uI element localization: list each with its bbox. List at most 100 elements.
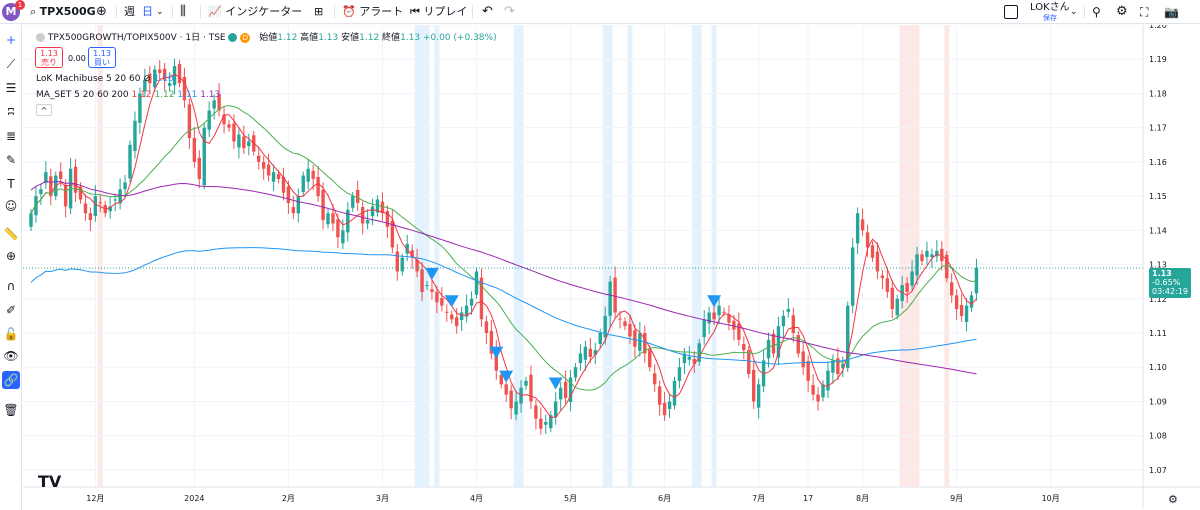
spread-value: 0.00 (68, 54, 86, 63)
price-chart[interactable]: 1.201.191.181.171.161.151.141.131.121.11… (23, 25, 1200, 510)
x-tick-label: 12月 (86, 494, 104, 503)
alert-button[interactable]: ⏰ アラート (342, 3, 403, 21)
save-layout-button[interactable]: LOKさん 保存 (1030, 2, 1070, 24)
candle-body (128, 144, 132, 179)
indicators-icon: 📈 (208, 5, 222, 18)
candle-body (227, 124, 231, 128)
quick-search-icon[interactable]: ⚲ (1092, 5, 1101, 19)
emoji-icon[interactable]: ☺ (4, 199, 18, 213)
legend-main: TPX500GROWTH/TOPIX500V · 1日 · TSE D 始値1.… (36, 30, 497, 43)
buy-button[interactable]: 1.13 買い (88, 47, 116, 68)
candle-body (836, 358, 840, 375)
eye-icon[interactable]: 👁 (3, 349, 19, 363)
candle-body (321, 189, 325, 221)
interval-week-button[interactable]: 週 (124, 5, 135, 18)
compare-symbol-button[interactable]: ⊕ (96, 4, 107, 19)
candle-body (435, 291, 439, 303)
candle-body (172, 66, 177, 86)
ruler-icon[interactable]: 📏 (3, 227, 19, 241)
search-icon: ⌕ (30, 5, 37, 18)
candle-type-icon[interactable]: ⫼ (180, 4, 186, 19)
pencil-lock-icon[interactable]: ✐ (5, 303, 17, 317)
candle-body (841, 363, 845, 368)
legend-title: TPX500GROWTH/TOPIX500V · 1日 · TSE (47, 33, 226, 43)
candle-body (489, 330, 494, 354)
candle-body (341, 230, 345, 244)
candle-body (534, 405, 538, 419)
legend-indicator-machibuse[interactable]: LoK Machibuse 5 20 60 ⊘ 1.10 (36, 74, 174, 84)
candle-body (380, 201, 385, 214)
camera-icon[interactable]: 📷 (1164, 5, 1179, 19)
candle-body (618, 318, 622, 320)
layout-templates-icon[interactable]: ⊞ (314, 5, 324, 18)
candle-body (935, 250, 939, 257)
candle-body (603, 315, 607, 338)
y-tick-label: 1.11 (1149, 329, 1167, 338)
indicators-button[interactable]: 📈 インジケーター (208, 3, 302, 21)
fib-icon[interactable]: ≣ (5, 129, 17, 143)
symbol-label: TPX500G (39, 5, 96, 18)
ohlc-high-value: 1.13 (318, 33, 339, 43)
crosshair-icon[interactable]: + (5, 33, 17, 47)
candle-body (623, 321, 627, 327)
magnet-icon[interactable]: ∩ (6, 279, 16, 293)
fullscreen-icon[interactable]: ⛶ (1140, 5, 1149, 19)
horizontal-lines-icon[interactable]: ☰ (5, 81, 17, 95)
delay-badge: D (240, 32, 251, 43)
save-label: 保存 (1042, 14, 1057, 22)
link-icon[interactable]: 🔗 (2, 371, 20, 389)
candle-body (375, 199, 380, 213)
candle-body (895, 298, 899, 316)
undo-icon[interactable]: ↶ (482, 4, 493, 19)
ma-line-20 (30, 105, 977, 391)
candle-body (108, 206, 112, 212)
candle-body (425, 285, 429, 287)
interval-dropdown-icon[interactable]: ⌄ (156, 7, 164, 17)
layout-icon[interactable] (1004, 5, 1018, 19)
candle-body (326, 213, 330, 225)
trash-icon[interactable]: 🗑 (3, 403, 19, 417)
candle-body (93, 196, 98, 216)
replay-button[interactable]: ⏮ リプレイ (410, 3, 467, 21)
candle-body (49, 176, 53, 197)
candle-body (78, 186, 83, 200)
trend-line-icon[interactable]: ⟋ (6, 57, 16, 71)
zoom-icon[interactable]: ⊕ (5, 249, 17, 263)
candle-body (707, 312, 711, 324)
candle-body (39, 189, 43, 195)
y-tick-label: 1.19 (1149, 55, 1167, 64)
text-icon[interactable]: T (7, 177, 15, 191)
sell-signal-triangle (424, 267, 439, 280)
candle-body (138, 93, 142, 123)
ohlc-high-label: 高値 (300, 33, 319, 43)
sell-label: 売り (41, 58, 57, 67)
replay-label: リプレイ (423, 5, 468, 18)
candle-body (722, 311, 726, 313)
x-tick-label: 6月 (658, 494, 671, 503)
sell-button[interactable]: 1.13 売り (35, 47, 63, 68)
highlight-band-blue (627, 25, 633, 487)
candle-body (148, 73, 152, 84)
brush-icon[interactable]: ✎ (5, 153, 17, 167)
y-tick-label: 1.15 (1149, 192, 1167, 201)
y-tick-label: 1.08 (1149, 432, 1167, 441)
candle-body (73, 166, 78, 193)
symbol-search[interactable]: ⌕ TPX500G (30, 3, 96, 21)
candle-body (88, 213, 93, 221)
lock-icon[interactable]: 🔓 (3, 327, 19, 341)
interval-day-button[interactable]: 日 (142, 5, 153, 18)
candle-body (826, 370, 830, 391)
pitchfork-icon[interactable]: ʭ (7, 105, 15, 119)
legend-indicator-maset[interactable]: MA_SET 5 20 60 200 1.12 1.12 1.11 1.13 (36, 90, 220, 100)
redo-icon[interactable]: ↷ (504, 4, 515, 19)
collapse-legend-icon[interactable]: ^ (36, 104, 52, 116)
candle-body (925, 250, 929, 258)
settings-gear-icon[interactable]: ⚙ (1116, 4, 1128, 19)
candle-body (494, 347, 498, 371)
candle-body (583, 346, 588, 360)
save-dropdown-icon[interactable]: ⌄ (1070, 7, 1078, 17)
ohlc-low-label: 安値 (341, 33, 360, 43)
axis-settings-icon[interactable]: ⚙ (1168, 493, 1178, 506)
candle-body (544, 421, 548, 425)
candle-body (514, 401, 518, 415)
